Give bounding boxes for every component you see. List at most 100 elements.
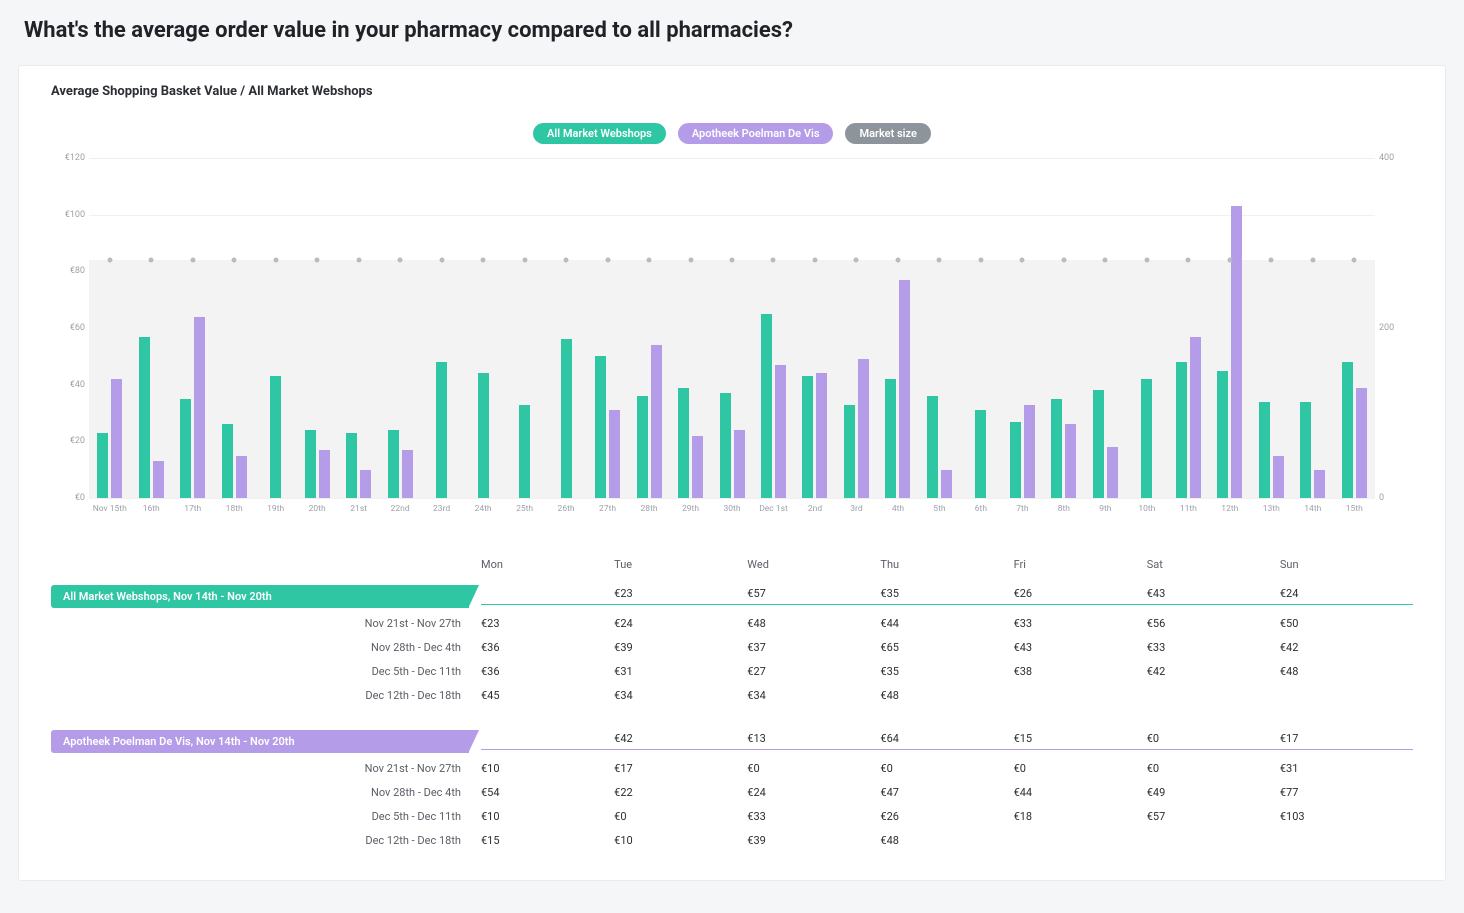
bar-market[interactable] (519, 405, 530, 499)
bar-market[interactable] (97, 433, 108, 498)
bar-pharmacy[interactable] (651, 345, 662, 498)
bar-market[interactable] (761, 314, 772, 498)
bar-pharmacy[interactable] (1024, 405, 1035, 499)
bar-pharmacy[interactable] (816, 373, 827, 498)
market-size-dot[interactable] (771, 258, 776, 263)
bar-pharmacy[interactable] (194, 317, 205, 498)
bar-pharmacy[interactable] (734, 430, 745, 498)
bar-market[interactable] (1217, 371, 1228, 499)
market-size-dot[interactable] (1061, 258, 1066, 263)
bar-market[interactable] (222, 424, 233, 498)
bar-market[interactable] (720, 393, 731, 498)
bar-pharmacy[interactable] (1107, 447, 1118, 498)
market-size-dot[interactable] (605, 258, 610, 263)
bar-pharmacy[interactable] (1314, 470, 1325, 498)
bar-market[interactable] (1176, 362, 1187, 498)
bar-market[interactable] (1342, 362, 1353, 498)
bar-market[interactable] (885, 379, 896, 498)
bar-pharmacy[interactable] (319, 450, 330, 498)
table-cell: €50 (1280, 617, 1413, 630)
market-size-dot[interactable] (481, 258, 486, 263)
market-size-dot[interactable] (439, 258, 444, 263)
table-cell: €17 (1280, 732, 1413, 745)
bar-market[interactable] (180, 399, 191, 498)
bar-market[interactable] (270, 376, 281, 498)
bar-pharmacy[interactable] (1356, 388, 1367, 499)
market-size-dot[interactable] (190, 258, 195, 263)
bar-pharmacy[interactable] (775, 365, 786, 498)
bar-market[interactable] (1093, 390, 1104, 498)
bar-market[interactable] (561, 339, 572, 498)
x-label: 6th (960, 504, 1001, 514)
bar-market[interactable] (975, 410, 986, 498)
market-size-dot[interactable] (730, 258, 735, 263)
market-size-dot[interactable] (107, 258, 112, 263)
bar-market[interactable] (802, 376, 813, 498)
market-size-dot[interactable] (1310, 258, 1315, 263)
table-cell: €35 (880, 587, 1013, 600)
bar-pharmacy[interactable] (1065, 424, 1076, 498)
market-size-dot[interactable] (273, 258, 278, 263)
bar-market[interactable] (1259, 402, 1270, 498)
bar-pharmacy[interactable] (899, 280, 910, 498)
bar-market[interactable] (595, 356, 606, 498)
bar-market[interactable] (305, 430, 316, 498)
market-size-dot[interactable] (978, 258, 983, 263)
market-size-dot[interactable] (1144, 258, 1149, 263)
bar-market[interactable] (1300, 402, 1311, 498)
bar-pharmacy[interactable] (1273, 456, 1284, 499)
table-cell: €39 (747, 834, 880, 847)
table-cell: €27 (747, 665, 880, 678)
market-size-dot[interactable] (522, 258, 527, 263)
market-size-dot[interactable] (854, 258, 859, 263)
bar-market[interactable] (346, 433, 357, 498)
market-size-dot[interactable] (895, 258, 900, 263)
market-size-dot[interactable] (688, 258, 693, 263)
bar-market[interactable] (478, 373, 489, 498)
bar-market[interactable] (1051, 399, 1062, 498)
market-size-dot[interactable] (1269, 258, 1274, 263)
bar-pharmacy[interactable] (941, 470, 952, 498)
bar-market[interactable] (678, 388, 689, 499)
bar-pharmacy[interactable] (1190, 337, 1201, 499)
market-size-dot[interactable] (812, 258, 817, 263)
market-size-dot[interactable] (1020, 258, 1025, 263)
bar-pharmacy[interactable] (236, 456, 247, 499)
market-size-dot[interactable] (1227, 258, 1232, 263)
market-size-dot[interactable] (564, 258, 569, 263)
bar-pharmacy[interactable] (360, 470, 371, 498)
market-size-dot[interactable] (1186, 258, 1191, 263)
market-size-dot[interactable] (1352, 258, 1357, 263)
bar-pharmacy[interactable] (111, 379, 122, 498)
table-cell (1280, 834, 1413, 847)
bar-market[interactable] (388, 430, 399, 498)
legend-pill-2[interactable]: Market size (845, 123, 930, 144)
market-size-dot[interactable] (937, 258, 942, 263)
market-size-dot[interactable] (232, 258, 237, 263)
bar-market[interactable] (637, 396, 648, 498)
bar-pharmacy[interactable] (153, 461, 164, 498)
bar-pharmacy[interactable] (609, 410, 620, 498)
bar-market[interactable] (1010, 422, 1021, 499)
legend-pill-1[interactable]: Apotheek Poelman De Vis (678, 123, 834, 144)
bar-market[interactable] (1141, 379, 1152, 498)
market-size-dot[interactable] (1103, 258, 1108, 263)
bar-market[interactable] (436, 362, 447, 498)
bar-pharmacy[interactable] (858, 359, 869, 498)
market-size-dot[interactable] (647, 258, 652, 263)
table-row: Apotheek Poelman De Vis, Nov 14th - Nov … (51, 729, 1413, 753)
row-label: Nov 28th - Dec 4th (371, 641, 461, 654)
legend-pill-0[interactable]: All Market Webshops (533, 123, 666, 144)
bar-market[interactable] (927, 396, 938, 498)
bar-market[interactable] (139, 337, 150, 499)
bar-market[interactable] (844, 405, 855, 499)
market-size-dot[interactable] (315, 258, 320, 263)
bar-pharmacy[interactable] (1231, 206, 1242, 498)
market-size-dot[interactable] (398, 258, 403, 263)
x-label: 11th (1168, 504, 1209, 514)
bar-pharmacy[interactable] (402, 450, 413, 498)
market-size-dot[interactable] (149, 258, 154, 263)
x-label: 25th (504, 504, 545, 514)
market-size-dot[interactable] (356, 258, 361, 263)
bar-pharmacy[interactable] (692, 436, 703, 498)
